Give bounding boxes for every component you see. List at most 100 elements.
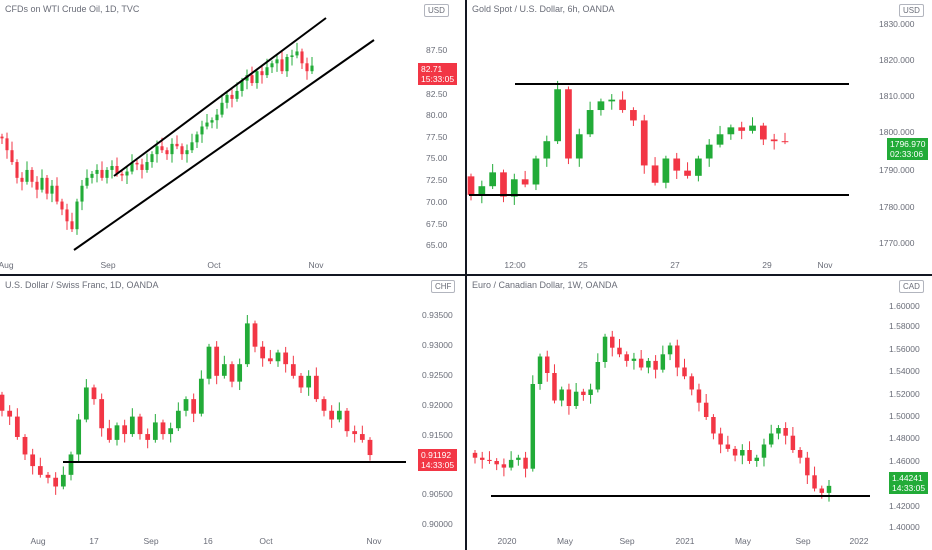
candle-body	[790, 435, 796, 450]
x-axis-tick-label: Nov	[366, 536, 382, 546]
chart-panel-gold[interactable]: 1830.000 1820.000 1810.000 1800.000 1790.000…	[467, 0, 932, 274]
candle-body	[805, 457, 810, 476]
last-price-tag: 82.71 15:33:05	[418, 63, 458, 85]
candle-body	[336, 410, 342, 420]
candle-body	[275, 59, 279, 64]
x-axis-tick-label: 2022	[850, 536, 869, 546]
candle-body	[487, 459, 492, 461]
candle-body	[14, 416, 20, 437]
chart-title: Gold Spot / U.S. Dollar, 6h, OANDA	[472, 4, 615, 14]
candle-body	[140, 164, 144, 170]
chart-panel-eurcad[interactable]: 1.60000 1.58000 1.56000 1.54000 1.52000 1.500…	[467, 276, 932, 550]
candle-body	[129, 416, 135, 435]
candle-body	[565, 89, 572, 159]
x-axis-wti: Aug Sep Oct Nov	[0, 260, 324, 270]
y-axis-wti: 9087.5085.0082.5080.0077.5075.0072.5070.…	[426, 3, 448, 250]
candle-body	[329, 410, 335, 420]
candles-wti	[0, 42, 314, 235]
candle-body	[260, 346, 266, 359]
candle-body	[305, 63, 309, 72]
y-axis-tick-label: 0.90500	[422, 489, 453, 499]
candle-body	[185, 150, 189, 155]
candle-body	[749, 125, 756, 131]
chart-canvas-eurcad[interactable]: 1.60000 1.58000 1.56000 1.54000 1.52000 1.500…	[467, 276, 932, 550]
candle-body	[35, 181, 39, 190]
candle-body	[545, 356, 550, 373]
y-axis-tick-label: 1770.000	[879, 238, 915, 248]
y-axis-tick-label: 1.46000	[889, 456, 920, 466]
y-axis-tick-label: 67.50	[426, 219, 448, 229]
x-axis-tick-label: Sep	[795, 536, 810, 546]
candle-body	[120, 173, 124, 176]
y-axis-tick-label: 0.91500	[422, 430, 453, 440]
candle-body	[235, 90, 239, 99]
currency-label[interactable]: USD	[899, 4, 924, 17]
y-axis-tick-label: 1.58000	[889, 321, 920, 331]
x-axis-tick-label: 2020	[498, 536, 517, 546]
x-axis-tick-label: 29	[762, 260, 772, 270]
candle-body	[682, 367, 687, 377]
chart-canvas-wti[interactable]: 9087.5085.0082.5080.0077.5075.0072.5070.…	[0, 0, 465, 274]
candle-body	[70, 221, 74, 230]
y-axis-tick-label: 1.40000	[889, 522, 920, 532]
candle-body	[630, 110, 637, 121]
candle-body	[640, 120, 648, 166]
candle-body	[703, 402, 709, 417]
candle-body	[220, 102, 224, 115]
chart-canvas-usdchf[interactable]: 0.93500 0.93000 0.92500 0.92000 0.91500 0.905…	[0, 276, 465, 550]
candle-body	[160, 146, 164, 151]
candle-body	[586, 110, 594, 135]
candle-body	[508, 459, 514, 468]
candle-body	[225, 94, 229, 103]
candle-body	[768, 433, 774, 445]
candle-body	[727, 127, 735, 135]
channel-lower-line[interactable]	[73, 39, 375, 251]
y-axis-eurcad: 1.60000 1.58000 1.56000 1.54000 1.52000 1.500…	[889, 301, 920, 532]
candle-body	[310, 65, 314, 72]
last-price-tag: 1.44241 14:33:05	[889, 472, 929, 494]
y-axis-tick-label: 1830.000	[879, 19, 915, 29]
candle-body	[45, 474, 51, 478]
candle-body	[65, 209, 69, 222]
panel-divider-horizontal	[0, 274, 932, 276]
candle-body	[759, 125, 767, 140]
last-price-value: 1796.970	[890, 139, 926, 149]
candle-body	[725, 444, 731, 449]
y-axis-tick-label: 1790.000	[879, 165, 915, 175]
currency-label[interactable]: CHF	[431, 280, 456, 293]
candles-eurcad	[472, 330, 832, 502]
candle-body	[472, 452, 478, 458]
currency-label[interactable]: CAD	[899, 280, 924, 293]
chart-canvas-gold[interactable]: 1830.000 1820.000 1810.000 1800.000 1790.000…	[467, 0, 932, 274]
candle-body	[479, 457, 485, 460]
candle-body	[638, 358, 644, 368]
y-axis-tick-label: 1.48000	[889, 433, 920, 443]
candle-body	[467, 176, 475, 195]
x-axis-tick-label: Nov	[817, 260, 833, 270]
candle-body	[255, 71, 259, 84]
candle-body	[20, 177, 24, 182]
chart-panel-usdchf[interactable]: 0.93500 0.93000 0.92500 0.92000 0.91500 0.905…	[0, 276, 465, 550]
candle-body	[321, 399, 327, 411]
chart-title: Euro / Canadian Dollar, 1W, OANDA	[472, 280, 618, 290]
x-axis-tick-label: May	[557, 536, 574, 546]
candle-body	[145, 162, 149, 170]
candle-body	[285, 56, 289, 72]
last-price-value: 0.91192	[421, 450, 452, 460]
candle-body	[250, 75, 254, 84]
y-axis-tick-label: 1.42000	[889, 501, 920, 511]
channel-upper-line[interactable]	[113, 17, 327, 177]
candle-body	[653, 360, 658, 370]
candle-body	[537, 356, 543, 384]
x-axis-tick-label: Aug	[0, 260, 14, 270]
candle-body	[80, 185, 84, 202]
last-price-value: 1.44241	[892, 473, 923, 483]
currency-label[interactable]: USD	[424, 4, 449, 17]
candle-body	[15, 162, 19, 178]
chart-panel-wti[interactable]: 9087.5085.0082.5080.0077.5075.0072.5070.…	[0, 0, 465, 274]
y-axis-tick-label: 65.00	[426, 240, 448, 250]
candle-body	[25, 169, 29, 182]
candle-body	[130, 162, 134, 172]
candle-body	[770, 139, 778, 142]
x-axis-tick-label: 25	[578, 260, 588, 270]
